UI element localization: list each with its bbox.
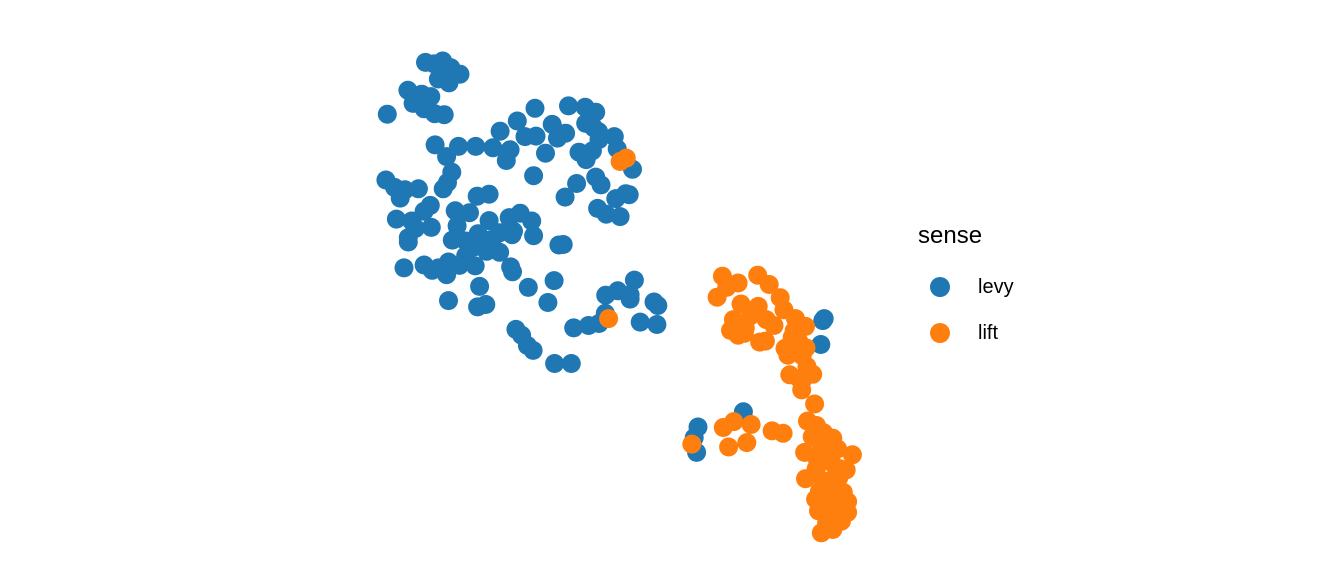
legend-item-levy: levy <box>918 264 1078 310</box>
point-levy-117 <box>468 297 488 317</box>
legend: sense levy lift <box>918 222 1078 356</box>
point-levy-82 <box>398 232 418 252</box>
point-levy-112 <box>538 293 558 312</box>
point-levy-25 <box>526 126 546 146</box>
point-levy-12 <box>377 104 397 124</box>
point-levy-32 <box>483 138 503 158</box>
point-lift-84 <box>811 523 831 543</box>
point-levy-114 <box>620 289 640 309</box>
legend-title: sense <box>918 222 983 249</box>
point-levy-133 <box>811 335 831 354</box>
point-levy-45 <box>524 166 544 186</box>
point-levy-121 <box>564 318 584 338</box>
point-levy-71 <box>386 209 406 229</box>
point-levy-52 <box>433 179 453 199</box>
point-lift-20 <box>764 316 784 335</box>
point-levy-100 <box>465 256 485 276</box>
point-lift-50 <box>773 423 793 443</box>
point-levy-113 <box>596 285 616 305</box>
point-levy-41 <box>576 150 596 170</box>
point-levy-127 <box>523 340 543 360</box>
legend-key-levy <box>930 277 950 297</box>
point-levy-51 <box>408 179 428 199</box>
point-levy-36 <box>437 147 457 167</box>
point-levy-29 <box>556 123 576 143</box>
point-levy-63 <box>555 187 575 207</box>
point-lift-49 <box>737 433 757 453</box>
point-levy-120 <box>630 312 650 332</box>
point-levy-129 <box>561 354 581 373</box>
series-lift <box>599 148 862 543</box>
point-levy-101 <box>394 258 414 278</box>
point-levy-108 <box>624 270 644 290</box>
point-lift-70 <box>829 467 849 487</box>
point-lift-58 <box>842 445 862 465</box>
legend-label-lift: lift <box>978 322 998 344</box>
point-levy-30 <box>425 135 445 155</box>
point-lift-6 <box>728 273 748 293</box>
point-levy-67 <box>460 203 479 223</box>
legend-item-lift: lift <box>918 310 1078 356</box>
point-levy-14 <box>434 105 454 125</box>
point-lift-48 <box>719 437 739 457</box>
point-lift-40 <box>805 394 825 414</box>
point-levy-35 <box>466 136 486 156</box>
point-levy-106 <box>518 277 538 297</box>
point-lift-26 <box>755 331 775 351</box>
point-lift-1 <box>616 148 636 168</box>
point-levy-94 <box>490 242 510 262</box>
points-layer <box>376 51 862 543</box>
point-lift-47 <box>682 434 702 454</box>
point-lift-44 <box>713 418 733 437</box>
point-lift-5 <box>707 287 727 307</box>
point-levy-132 <box>814 309 834 329</box>
point-levy-87 <box>524 226 544 246</box>
point-levy-38 <box>536 143 555 163</box>
point-levy-68 <box>596 204 616 224</box>
point-levy-19 <box>507 111 527 131</box>
point-levy-86 <box>502 225 522 245</box>
point-lift-24 <box>734 323 754 343</box>
point-lift-39 <box>792 380 812 400</box>
point-levy-60 <box>390 188 410 208</box>
point-lift-8 <box>759 275 779 294</box>
point-levy-128 <box>647 315 667 334</box>
point-levy-42 <box>496 151 516 170</box>
point-levy-54 <box>467 186 487 206</box>
point-levy-70 <box>522 211 542 231</box>
series-levy <box>376 51 834 462</box>
point-levy-105 <box>437 265 457 285</box>
point-levy-59 <box>616 184 636 204</box>
point-levy-111 <box>439 291 458 311</box>
point-lift-42 <box>741 415 761 434</box>
point-levy-56 <box>591 175 611 195</box>
point-levy-55 <box>567 174 587 193</box>
point-lift-2 <box>599 309 619 329</box>
point-levy-89 <box>553 235 573 254</box>
point-lift-64 <box>796 469 815 489</box>
point-levy-16 <box>559 96 578 116</box>
point-levy-66 <box>445 201 465 221</box>
point-levy-6 <box>439 73 459 93</box>
point-levy-130 <box>545 354 565 373</box>
point-levy-77 <box>421 217 441 237</box>
point-levy-103 <box>503 262 522 282</box>
point-levy-107 <box>544 271 564 291</box>
legend-label-levy: levy <box>978 276 1014 298</box>
point-levy-119 <box>648 296 668 315</box>
point-levy-15 <box>525 98 545 118</box>
legend-key-lift <box>930 323 950 343</box>
point-levy-104 <box>470 276 490 296</box>
point-levy-23 <box>490 121 510 141</box>
